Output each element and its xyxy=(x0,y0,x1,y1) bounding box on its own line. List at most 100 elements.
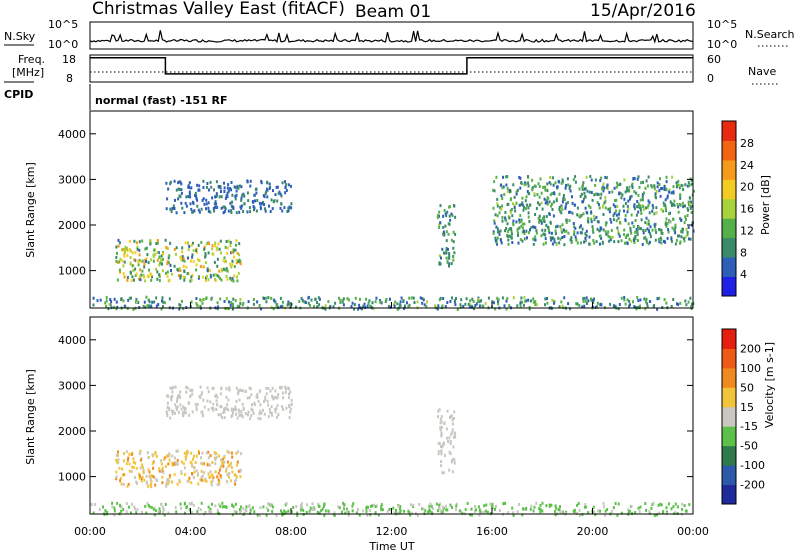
data-cell xyxy=(125,510,128,514)
data-cell xyxy=(651,203,654,207)
data-cell xyxy=(321,507,324,511)
data-cell xyxy=(314,297,317,301)
data-cell xyxy=(640,212,643,215)
data-cell xyxy=(586,302,588,305)
data-cell xyxy=(524,299,527,303)
data-cell xyxy=(555,243,558,246)
data-cell xyxy=(122,299,125,303)
data-cell xyxy=(215,408,218,411)
data-cell xyxy=(287,509,290,513)
data-cell xyxy=(342,504,345,508)
data-cell xyxy=(511,241,514,244)
data-cell xyxy=(582,181,585,185)
data-cell xyxy=(189,388,192,392)
data-cell xyxy=(454,435,457,439)
data-cell xyxy=(226,186,229,190)
data-cell xyxy=(270,198,273,202)
data-cell xyxy=(173,473,176,477)
data-cell xyxy=(215,456,218,460)
data-cell xyxy=(625,234,628,238)
data-cell xyxy=(640,218,643,222)
data-cell xyxy=(212,207,215,210)
data-cell xyxy=(499,238,502,242)
data-cell xyxy=(543,197,546,201)
data-cell xyxy=(448,264,450,268)
data-cell xyxy=(657,503,660,507)
data-cell xyxy=(215,180,218,184)
time-x-axis: 00:00 04:00 08:00 12:00 16:00 20:00 00:00 xyxy=(74,302,709,538)
data-cell xyxy=(623,298,626,302)
data-cell xyxy=(645,300,647,304)
data-cell xyxy=(307,295,310,299)
data-cell xyxy=(602,203,605,207)
data-cell xyxy=(624,218,627,222)
data-cell xyxy=(127,505,130,509)
data-cell xyxy=(187,184,190,188)
data-cell xyxy=(632,225,635,228)
data-cell xyxy=(689,204,692,208)
data-cell xyxy=(231,470,234,474)
data-cell xyxy=(352,502,355,506)
data-cell xyxy=(609,207,612,211)
data-cell xyxy=(618,212,620,216)
data-cell xyxy=(393,511,396,515)
data-cell xyxy=(203,202,206,206)
data-cell xyxy=(506,297,509,301)
data-cell xyxy=(357,307,360,311)
data-cell xyxy=(116,278,119,282)
data-cell xyxy=(190,502,193,506)
data-cell xyxy=(652,206,655,210)
data-cell xyxy=(690,211,693,214)
data-cell xyxy=(464,508,467,512)
data-cell xyxy=(196,198,199,202)
data-cell xyxy=(530,226,533,230)
data-cell xyxy=(238,414,241,417)
data-cell xyxy=(639,298,642,302)
data-cell xyxy=(439,421,442,425)
data-cell xyxy=(199,265,202,268)
data-cell xyxy=(583,240,586,244)
data-cell xyxy=(224,406,227,410)
data-cell xyxy=(637,193,640,197)
data-cell xyxy=(449,415,451,419)
noise-left-tick-bottom: 10^0 xyxy=(48,38,78,51)
data-cell xyxy=(274,389,277,393)
data-cell xyxy=(521,513,524,517)
colorbar-tick-label: 24 xyxy=(740,159,754,172)
data-cell xyxy=(584,239,587,243)
data-cell xyxy=(586,219,589,223)
data-cell xyxy=(343,503,346,507)
data-cell xyxy=(213,188,215,192)
data-cell xyxy=(210,406,213,410)
data-cell xyxy=(115,255,118,259)
data-cell xyxy=(552,200,555,204)
data-cell xyxy=(161,269,164,273)
data-cell xyxy=(663,298,666,302)
data-cell xyxy=(277,191,280,195)
data-cell xyxy=(167,256,170,260)
data-cell xyxy=(185,385,188,389)
data-cell xyxy=(580,224,582,228)
data-cell xyxy=(492,230,495,234)
data-cell xyxy=(551,176,554,180)
data-cell xyxy=(246,210,249,214)
data-cell xyxy=(133,239,136,243)
data-cell xyxy=(155,304,158,308)
data-cell xyxy=(271,509,274,513)
data-cell xyxy=(92,296,95,300)
data-cell xyxy=(599,228,602,232)
data-cell xyxy=(126,484,129,488)
data-cell xyxy=(606,185,608,189)
data-cell xyxy=(302,300,305,304)
data-cell xyxy=(324,304,327,308)
data-cell xyxy=(215,393,218,397)
data-cell xyxy=(192,503,195,507)
data-cell xyxy=(201,198,204,202)
data-cell xyxy=(309,304,311,307)
data-cell xyxy=(535,207,538,210)
data-cell xyxy=(642,205,645,209)
data-cell xyxy=(212,476,215,480)
data-cell xyxy=(128,239,131,243)
data-cell xyxy=(117,453,119,457)
data-cell xyxy=(628,237,631,241)
